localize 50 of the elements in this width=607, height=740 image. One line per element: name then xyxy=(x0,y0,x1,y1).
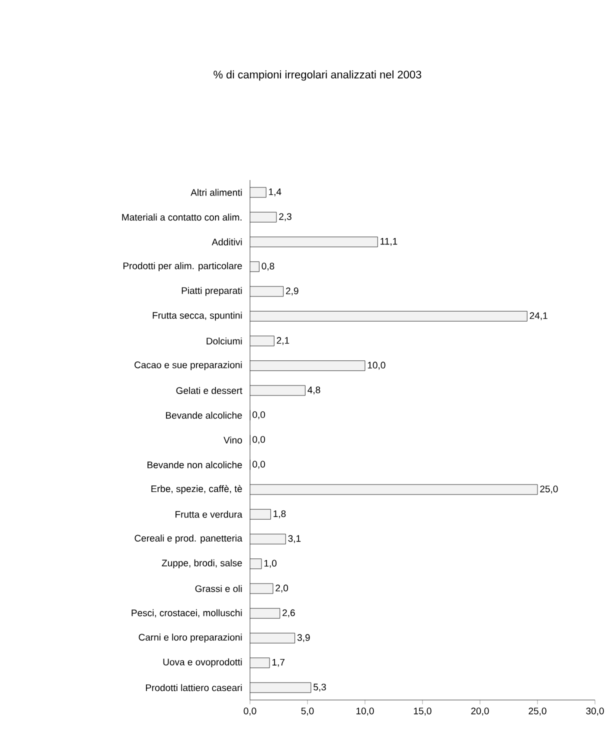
y-tick-label: Cacao e sue preparazioni xyxy=(134,361,242,370)
y-tick-label: Materiali a contatto con alim. xyxy=(122,214,242,221)
y-tick-label: Gelati e dessert xyxy=(176,386,242,394)
data-label: 4,8 xyxy=(307,386,320,394)
y-tick-label: Pesci, crostacei, molluschi xyxy=(132,609,242,618)
data-label: 1,7 xyxy=(272,658,284,667)
y-tick-label: Uova e ovoprodotti xyxy=(163,658,242,668)
x-tick-label: 30,0 xyxy=(586,708,604,716)
data-label: 2,1 xyxy=(276,337,289,345)
y-tick-label: Bevande non alcoliche xyxy=(147,461,242,468)
y-tick-label: Frutta e verdura xyxy=(175,510,242,518)
y-tick-label: Frutta secca, spuntini xyxy=(152,312,242,321)
y-tick-label: Piatti preparati xyxy=(182,287,242,296)
y-tick-label: Carni e loro preparazioni xyxy=(138,634,242,643)
data-label: 3,9 xyxy=(297,634,310,642)
data-label: 11,1 xyxy=(380,238,397,246)
y-tick-label: Erbe, spezie, caffè, tè xyxy=(151,485,242,494)
y-tick-label: Altri alimenti xyxy=(190,188,242,196)
data-label: 2,9 xyxy=(286,288,298,296)
data-label: 5,3 xyxy=(313,684,326,692)
data-label: 1,4 xyxy=(268,188,282,196)
x-tick-label: 5,0 xyxy=(301,708,314,716)
y-tick-label: Vino xyxy=(223,436,242,444)
x-tick-label: 15,0 xyxy=(414,708,432,716)
y-tick-label: Grassi e oli xyxy=(195,585,242,592)
data-label: 25,0 xyxy=(540,486,558,494)
y-tick-label: Additivi xyxy=(212,238,242,246)
x-tick-label: 0,0 xyxy=(244,708,256,716)
data-label: 3,1 xyxy=(288,535,300,543)
data-label: 24,1 xyxy=(530,312,548,320)
data-label: 0,0 xyxy=(252,460,265,469)
data-label: 2,6 xyxy=(282,609,295,618)
data-label: 0,0 xyxy=(252,411,265,420)
y-tick-label: Bevande alcoliche xyxy=(166,412,242,419)
data-label: 1,0 xyxy=(264,560,276,568)
data-label: 10,0 xyxy=(368,362,386,370)
y-tick-label: Cereali e prod. panetteria xyxy=(134,534,242,544)
data-label: 0,8 xyxy=(262,262,274,271)
y-tick-label: Prodotti per alim. particolare xyxy=(123,262,242,272)
y-tick-label: Dolciumi xyxy=(206,337,242,344)
x-tick-label: 25,0 xyxy=(528,708,546,716)
data-label: 0,0 xyxy=(252,436,265,444)
data-label: 2,0 xyxy=(275,584,288,593)
x-tick-label: 20,0 xyxy=(471,708,489,716)
data-label: 2,3 xyxy=(278,213,292,222)
y-tick-label: Prodotti lattiero caseari xyxy=(146,684,242,692)
y-tick-label: Zuppe, brodi, salse xyxy=(162,559,242,568)
data-label: 1,8 xyxy=(273,510,286,518)
x-tick-label: 10,0 xyxy=(356,708,374,716)
chart-title: % di campioni irregolari analizzati nel 2003 xyxy=(213,70,422,81)
